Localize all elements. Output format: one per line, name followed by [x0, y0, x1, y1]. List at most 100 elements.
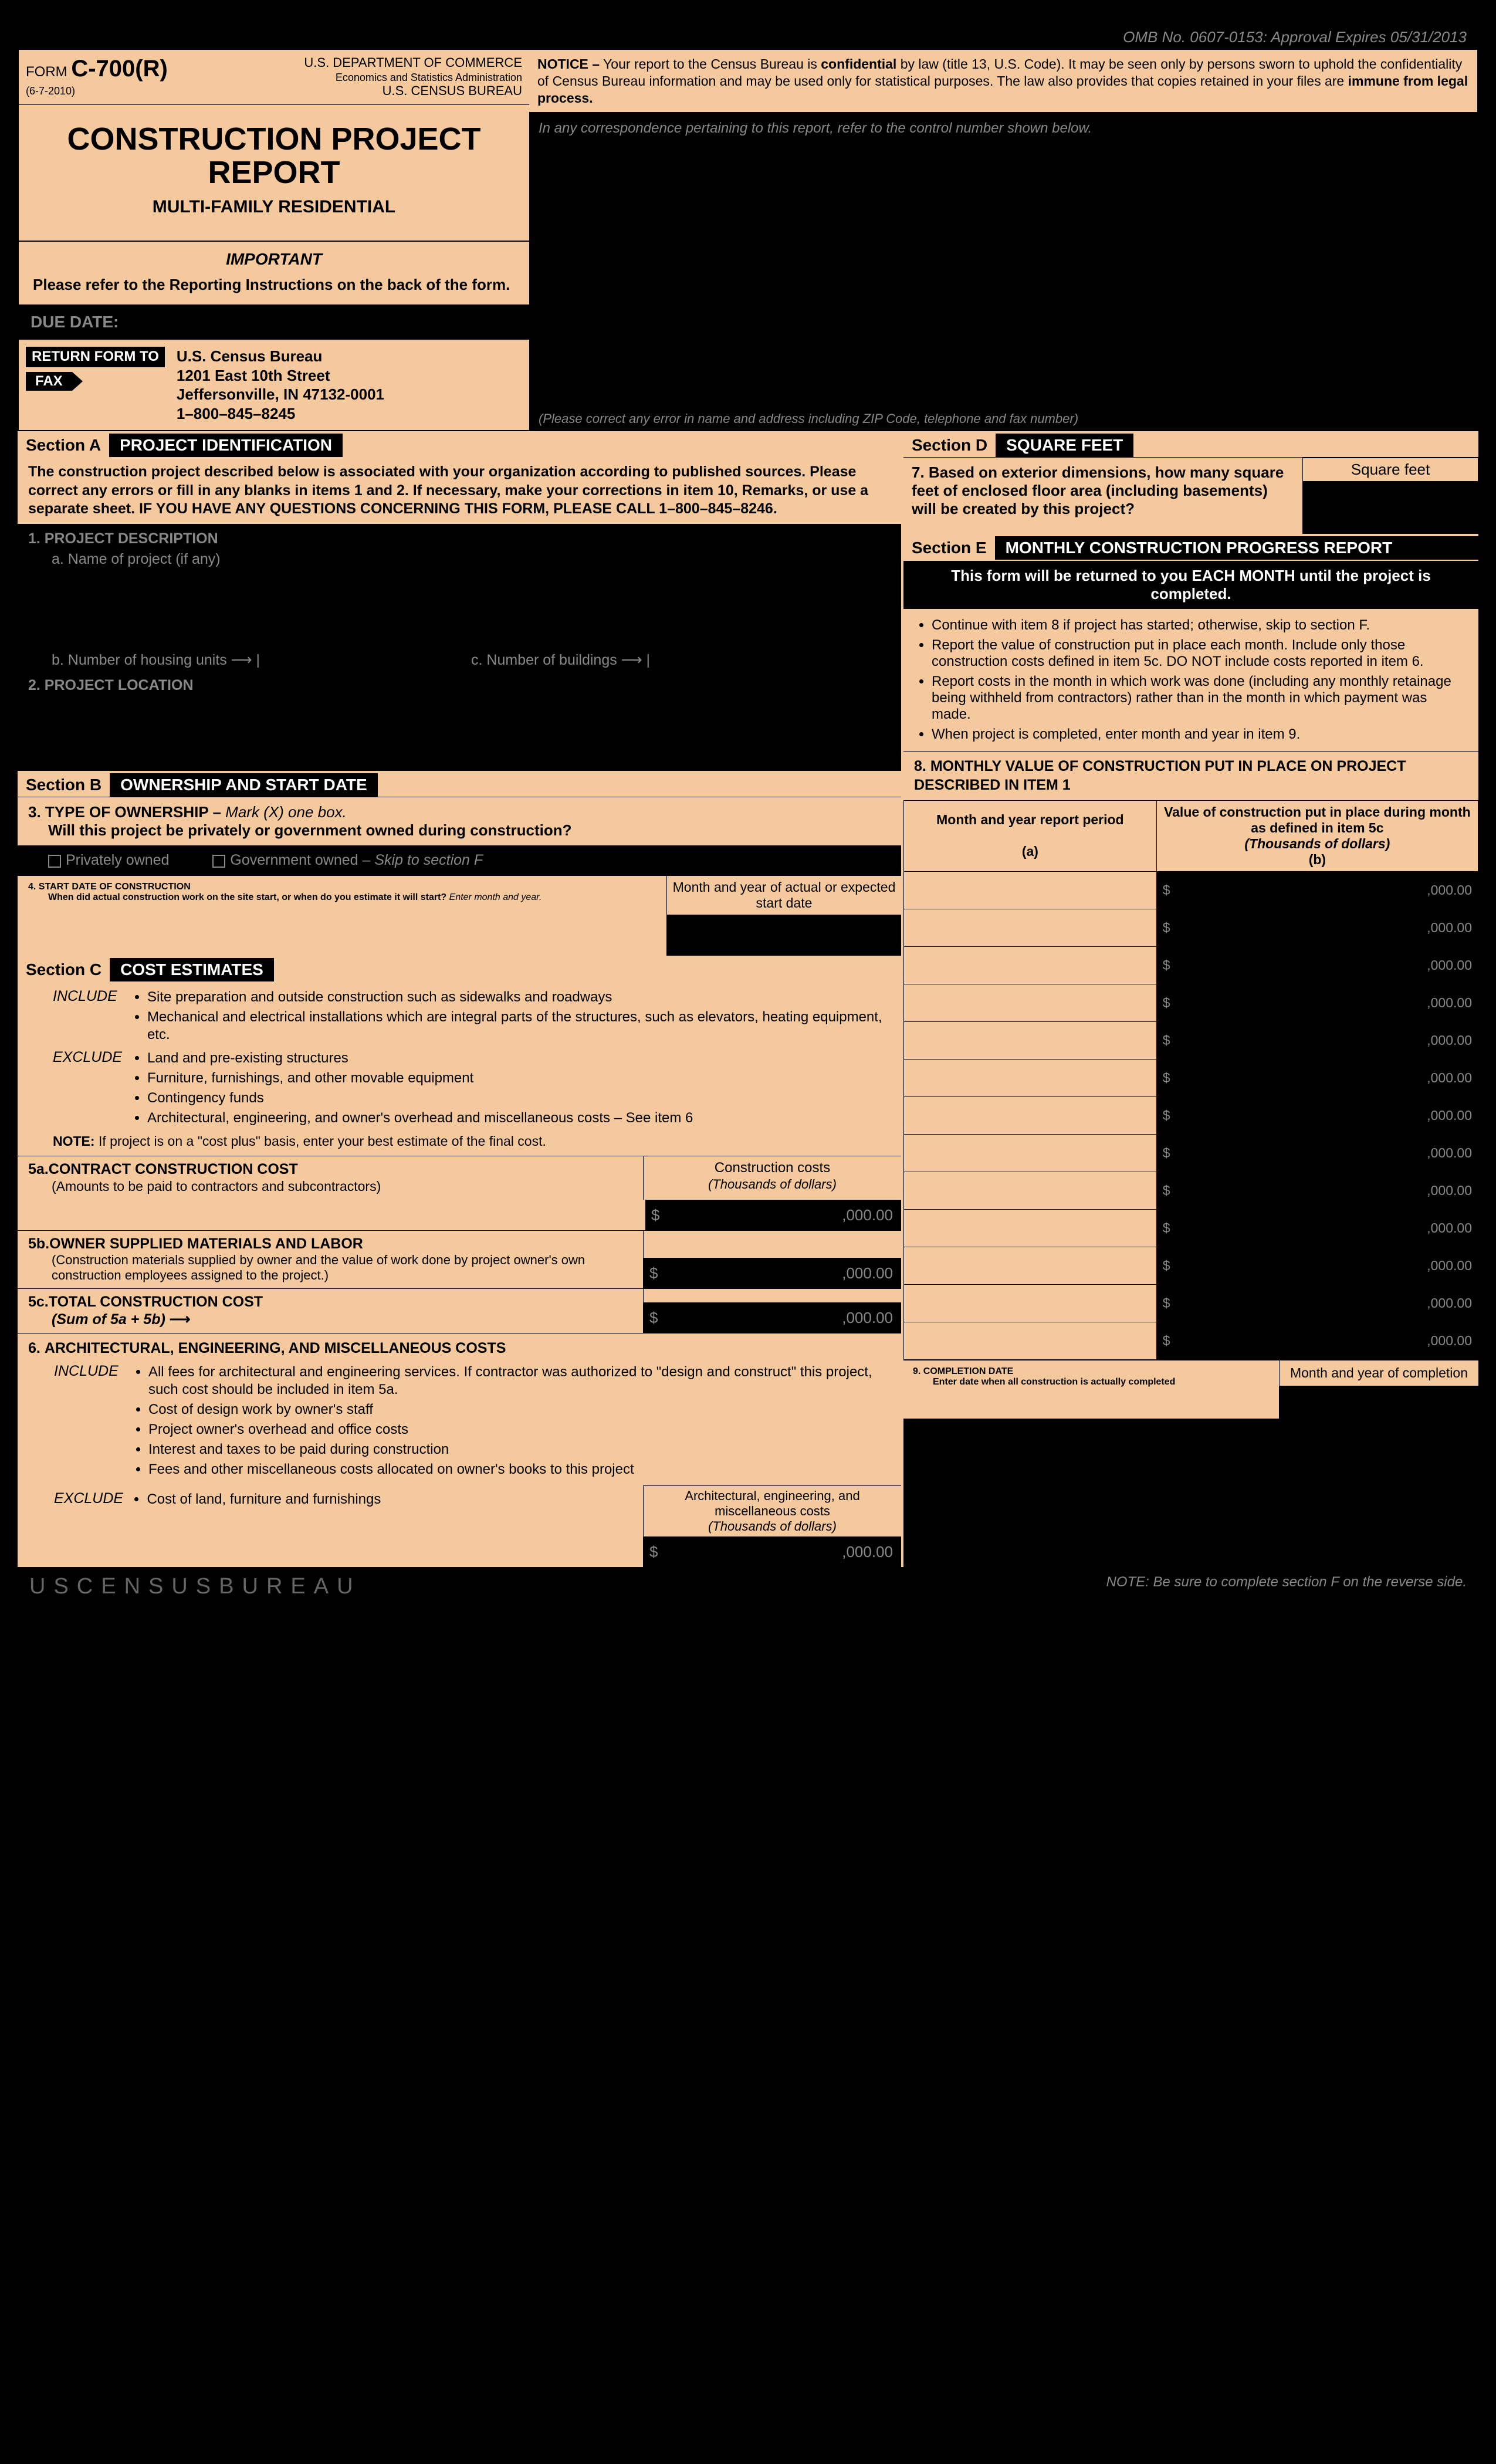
monthly-row[interactable]: $,000.00 — [904, 909, 1478, 946]
monthly-row[interactable]: $,000.00 — [904, 1096, 1478, 1134]
item-8-header: 8. MONTHLY VALUE OF CONSTRUCTION PUT IN … — [903, 751, 1478, 800]
checkbox-private[interactable] — [48, 855, 61, 868]
item-6-value[interactable]: $,000.00 — [644, 1536, 901, 1567]
opt-private: Privately owned — [66, 852, 169, 868]
monthly-row[interactable]: $,000.00 — [904, 984, 1478, 1021]
department-block: U.S. DEPARTMENT OF COMMERCE Economics an… — [168, 56, 522, 99]
col-a-sub: (a) — [1022, 844, 1038, 859]
cost-note-lead: NOTE: — [53, 1133, 95, 1149]
item-1: 1. PROJECT DESCRIPTION a. Name of projec… — [18, 524, 901, 771]
item-6-num: 6. — [28, 1340, 40, 1356]
list-item: Architectural, engineering, and owner's … — [147, 1108, 889, 1128]
item-5a-title: CONTRACT CONSTRUCTION COST — [49, 1161, 298, 1177]
item-6-bottom: EXCLUDE Cost of land, furniture and furn… — [18, 1485, 901, 1567]
monthly-row[interactable]: $,000.00 — [904, 1322, 1478, 1359]
section-a-intro: The construction project described below… — [18, 457, 901, 524]
monthly-row[interactable]: $,000.00 — [904, 1172, 1478, 1209]
list-item: All fees for architectural and engineeri… — [148, 1362, 889, 1400]
list-item: Site preparation and outside constructio… — [147, 987, 889, 1007]
include-label: INCLUDE — [53, 987, 129, 1006]
monthly-row[interactable]: $,000.00 — [904, 1134, 1478, 1172]
list-item: Cost of land, furniture and furnishings — [147, 1490, 629, 1509]
col-b-sub: (b) — [1309, 852, 1326, 867]
cost-include-exclude: INCLUDE Site preparation and outside con… — [18, 981, 901, 1156]
item-7: 7. Based on exterior dimensions, how man… — [903, 457, 1478, 534]
item-4-col-header: Month and year of actual or expected sta… — [667, 876, 901, 915]
item-9: 9. COMPLETION DATE Enter date when all c… — [903, 1360, 1478, 1419]
monthly-row[interactable]: $,000.00 — [904, 1247, 1478, 1284]
opt-skip: Skip to section F — [374, 852, 483, 868]
item-9-input[interactable] — [1280, 1386, 1478, 1419]
item-6: 6. ARCHITECTURAL, ENGINEERING, AND MISCE… — [18, 1333, 901, 1485]
section-b-bar: Section B OWNERSHIP AND START DATE — [18, 771, 901, 797]
monthly-row[interactable]: $,000.00 — [904, 1021, 1478, 1059]
list-item: Furniture, furnishings, and other movabl… — [147, 1068, 889, 1088]
monthly-row[interactable]: $,000.00 — [904, 1059, 1478, 1096]
item-5a-unit: (Thousands of dollars) — [708, 1177, 837, 1192]
item-5a-desc: (Amounts to be paid to contractors and s… — [28, 1179, 381, 1194]
list-item: When project is completed, enter month a… — [932, 726, 1464, 743]
important-label: IMPORTANT — [19, 241, 529, 272]
monthly-row[interactable]: $,000.00 — [904, 1209, 1478, 1247]
addr-line3: Jeffersonville, IN 47132-0001 — [177, 385, 384, 404]
list-item: Fees and other miscellaneous costs alloc… — [148, 1460, 889, 1480]
right-column: Section D SQUARE FEET 7. Based on exteri… — [903, 431, 1478, 1567]
item-1a: a. Name of project (if any) — [28, 548, 891, 568]
item-9-title: COMPLETION DATE — [923, 1366, 1013, 1376]
item-8-title: MONTHLY VALUE OF CONSTRUCTION PUT IN PLA… — [914, 758, 1406, 793]
item-3-num: 3. — [28, 803, 41, 821]
notice-lead: NOTICE – — [537, 56, 600, 72]
header-row: FORM C-700(R) (6-7-2010) U.S. DEPARTMENT… — [18, 49, 1478, 431]
amount-suffix: ,000.00 — [659, 1206, 901, 1224]
item-9-num: 9. — [913, 1366, 920, 1376]
monthly-row[interactable]: $,000.00 — [904, 1284, 1478, 1322]
correct-info-note: (Please correct any error in name and ad… — [529, 408, 1477, 430]
checkbox-government[interactable] — [212, 855, 225, 868]
list-item: Cost of design work by owner's staff — [148, 1400, 889, 1420]
dollar-sign: $ — [644, 1264, 658, 1282]
section-a-title: PROJECT IDENTIFICATION — [109, 434, 343, 457]
monthly-row[interactable]: $,000.00 — [904, 871, 1478, 909]
section-e-bullets: Continue with item 8 if project has star… — [903, 609, 1478, 751]
section-b-title: OWNERSHIP AND START DATE — [110, 773, 378, 797]
section-e-bar: Section E MONTHLY CONSTRUCTION PROGRESS … — [903, 534, 1478, 560]
instruction-note: Please refer to the Reporting Instructio… — [19, 272, 529, 304]
item-5a-value[interactable]: $,000.00 — [18, 1200, 901, 1230]
item-5a-col: Construction costs — [649, 1160, 895, 1176]
list-item: Contingency funds — [147, 1088, 889, 1108]
item-5c-desc: (Sum of 5a + 5b) — [28, 1311, 165, 1328]
opt-government: Government owned – — [230, 852, 374, 868]
item-7-question: Based on exterior dimensions, how many s… — [912, 463, 1284, 517]
form-body: Section A PROJECT IDENTIFICATION The con… — [18, 431, 1478, 1567]
item-6-col: Architectural, engineering, and miscella… — [685, 1488, 859, 1518]
item-7-num: 7. — [912, 463, 925, 481]
section-c-bar: Section C COST ESTIMATES — [18, 956, 901, 981]
monthly-row[interactable]: $,000.00 — [904, 946, 1478, 984]
include-label-6: INCLUDE — [54, 1362, 130, 1380]
item-5b: 5b.OWNER SUPPLIED MATERIALS AND LABOR (C… — [18, 1230, 901, 1288]
list-item: Report costs in the month in which work … — [932, 673, 1464, 723]
addr-line2: 1201 East 10th Street — [177, 366, 384, 385]
item-5c-title: TOTAL CONSTRUCTION COST — [49, 1294, 263, 1310]
footer: USCENSUSBUREAU NOTE: Be sure to complete… — [18, 1567, 1478, 1606]
section-a-bar: Section A PROJECT IDENTIFICATION — [18, 431, 901, 457]
footer-note: NOTE: Be sure to complete section F on t… — [1106, 1574, 1467, 1599]
section-e-tag: Section E — [903, 536, 995, 560]
header-left: FORM C-700(R) (6-7-2010) U.S. DEPARTMENT… — [19, 50, 529, 430]
dollar-sign: $ — [644, 1543, 658, 1561]
item-3: 3. TYPE OF OWNERSHIP – Mark (X) one box.… — [18, 797, 901, 845]
exclude-label: EXCLUDE — [53, 1048, 129, 1067]
item-5a-num: 5a. — [28, 1161, 49, 1177]
form-page: OMB No. 0607-0153: Approval Expires 05/3… — [18, 23, 1478, 1606]
item-5c-value[interactable]: $,000.00 — [644, 1302, 901, 1333]
notice-confidential: confidential — [821, 56, 896, 72]
monthly-table: Month and year report period(a) Value of… — [903, 800, 1478, 1360]
section-d-title: SQUARE FEET — [996, 434, 1133, 457]
sqft-input[interactable] — [1302, 481, 1478, 534]
amount-suffix: ,000.00 — [658, 1543, 901, 1561]
section-e-head: This form will be returned to you EACH M… — [903, 560, 1478, 609]
item-4-input[interactable] — [667, 915, 901, 956]
item-5b-value[interactable]: $,000.00 — [644, 1258, 901, 1288]
correspondence-note: In any correspondence pertaining to this… — [529, 113, 1477, 143]
item-6-unit: (Thousands of dollars) — [708, 1519, 837, 1534]
